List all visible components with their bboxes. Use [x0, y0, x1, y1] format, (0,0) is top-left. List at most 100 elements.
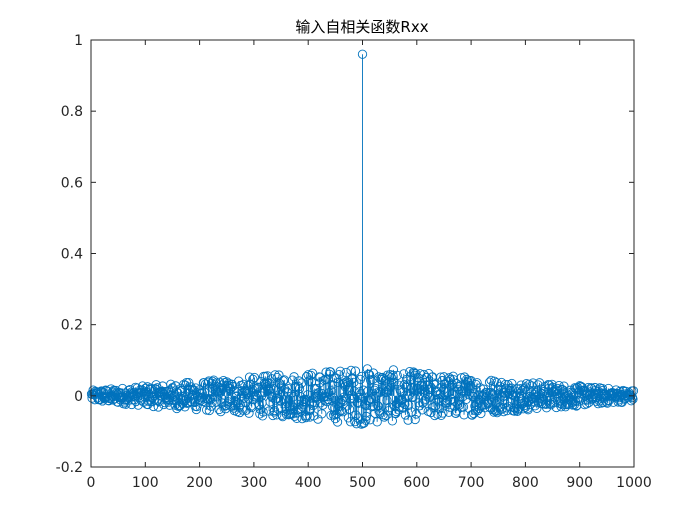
stem-marker	[341, 367, 351, 378]
stem-marker	[408, 392, 418, 402]
stem-point	[361, 395, 371, 425]
stem-marker	[272, 410, 282, 420]
stem-marker	[153, 402, 163, 412]
stem-marker	[332, 417, 343, 427]
stem-point	[372, 395, 382, 427]
stem-marker	[413, 383, 424, 394]
y-tick-label: 0.6	[61, 175, 83, 191]
stem-marker	[386, 372, 396, 382]
stem-marker	[357, 371, 367, 381]
stem-point	[341, 380, 351, 396]
stem-point	[386, 372, 396, 396]
stem-point	[444, 395, 454, 417]
stem-marker	[417, 405, 427, 415]
stem-marker	[379, 412, 389, 422]
stem-point	[345, 395, 356, 427]
stem-marker	[582, 399, 592, 409]
stem-marker	[402, 380, 413, 390]
stem-point	[223, 395, 234, 407]
stem-point	[570, 383, 580, 396]
x-tick-label: 900	[566, 475, 593, 491]
stem-marker	[323, 394, 333, 405]
stem-marker	[234, 376, 244, 386]
stem-marker	[351, 419, 362, 429]
stem-marker	[179, 379, 189, 390]
stem-marker	[359, 418, 369, 428]
x-tick-label: 100	[132, 475, 159, 491]
stem-marker	[628, 386, 639, 396]
stem-marker	[143, 399, 153, 410]
stem-marker	[551, 386, 561, 396]
stem-series	[86, 49, 639, 429]
stem-marker	[478, 391, 488, 401]
stem-marker	[200, 379, 211, 389]
stem-marker	[521, 382, 531, 392]
stem-marker	[335, 366, 345, 376]
stem-marker	[258, 407, 268, 417]
stem-marker	[235, 407, 245, 418]
stem-marker	[403, 415, 413, 425]
stem-marker	[154, 396, 164, 407]
stem-marker	[484, 377, 495, 387]
stem-marker	[297, 378, 307, 388]
stem-marker	[507, 378, 517, 389]
stem-point	[204, 395, 215, 416]
stem-marker	[570, 383, 580, 393]
stem-marker	[382, 395, 392, 405]
stem-marker	[349, 386, 360, 396]
x-tick-label: 600	[403, 475, 430, 491]
stem-marker	[456, 373, 466, 383]
stem-point	[488, 390, 499, 400]
stem-marker	[458, 391, 468, 402]
stem-marker	[272, 372, 282, 383]
stem-point	[276, 381, 287, 396]
stem-point	[297, 395, 307, 424]
stem-marker	[557, 399, 567, 410]
stem-marker	[330, 403, 340, 413]
stem-marker	[404, 400, 414, 410]
stem-point	[507, 378, 517, 396]
x-tick-label: 300	[241, 475, 268, 491]
stem-marker	[537, 388, 547, 399]
x-tick-label: 800	[512, 475, 539, 491]
stem-point	[257, 395, 268, 421]
stem-marker	[502, 396, 513, 406]
stem-marker	[369, 401, 379, 411]
stem-marker	[244, 408, 254, 418]
stem-marker	[337, 407, 348, 417]
stem-marker	[350, 366, 361, 376]
x-tick-label: 500	[349, 475, 376, 491]
stem-marker	[438, 408, 448, 418]
stem-marker	[261, 382, 272, 392]
stem-marker	[255, 404, 266, 415]
stem-point	[373, 395, 383, 411]
stem-marker	[269, 405, 280, 416]
stem-point	[379, 395, 389, 422]
stem-marker	[399, 369, 409, 379]
stem-point	[342, 395, 352, 411]
y-tick-label: 0.8	[61, 104, 83, 120]
stem-marker	[472, 378, 482, 388]
stem-marker	[148, 401, 159, 412]
y-tick-label: 0.2	[61, 318, 83, 334]
stem-marker	[268, 410, 278, 421]
stem-marker	[297, 413, 307, 424]
chart-title: 输入自相关函数Rxx	[295, 18, 428, 36]
stem-marker	[528, 378, 538, 388]
stem-marker	[489, 376, 500, 386]
stem-marker	[488, 390, 499, 400]
stem-marker	[341, 380, 351, 390]
stem-marker	[515, 383, 526, 394]
stem-point	[408, 392, 418, 402]
x-tick-label: 200	[186, 475, 213, 491]
stem-marker	[445, 374, 456, 385]
stem-marker	[392, 370, 402, 381]
stem-marker	[257, 411, 268, 421]
stem-marker	[345, 417, 356, 427]
stem-point	[341, 367, 351, 396]
axes: 0 100 200 300 400 500 600 700 800 900 1000-0.200.2…	[56, 33, 652, 491]
stem-marker	[419, 369, 429, 380]
stem-marker	[326, 386, 337, 396]
